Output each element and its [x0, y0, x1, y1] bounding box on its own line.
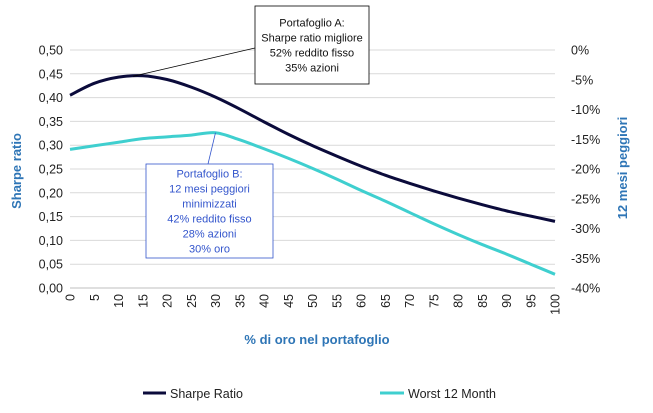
right-y-tick-labels: 0% -5% -10% -15% -20% -25% -30% -35% -40%	[571, 44, 600, 296]
right-y-tick-label: -5%	[571, 73, 593, 87]
left-y-tick-label: 0,05	[39, 258, 63, 272]
x-tick-label: 55	[330, 294, 344, 308]
annotation-b-box	[145, 163, 274, 259]
x-tick-label: 45	[282, 294, 296, 308]
left-y-tick-label: 0,40	[39, 91, 63, 105]
right-y-tick-label: -40%	[571, 282, 600, 296]
x-tick-label: 95	[524, 294, 538, 308]
annotation-b-line: 30% oro	[189, 244, 230, 256]
annotation-a-leader	[132, 47, 256, 77]
x-axis-title: % di oro nel portafoglio	[244, 332, 389, 347]
left-y-axis-title: Sharpe ratio	[9, 133, 24, 209]
annotation-b-line: 28% azioni	[183, 229, 237, 241]
x-tick-label: 85	[476, 294, 490, 308]
right-y-tick-label: -30%	[571, 222, 600, 236]
x-tick-label: 50	[306, 294, 320, 308]
annotation-b-line: 42% reddito fisso	[167, 214, 251, 226]
x-tick-label: 5	[88, 294, 102, 301]
left-y-tick-label: 0,30	[39, 139, 63, 153]
annotations: Portafoglio A: Sharpe ratio migliore 52% r…	[132, 5, 370, 259]
x-tick-label: 65	[379, 294, 393, 308]
annotation-a-box	[254, 5, 370, 85]
right-y-tick-label: -35%	[571, 252, 600, 266]
x-tick-label: 100	[549, 294, 563, 315]
annotation-b-line: minimizzati	[182, 199, 236, 211]
left-y-tick-labels: 0,00 0,05 0,10 0,15 0,20 0,25 0,30 0,35 0,40 0,45…	[39, 44, 63, 296]
right-y-tick-label: 0%	[571, 44, 589, 58]
left-y-tick-label: 0,00	[39, 282, 63, 296]
left-y-tick-label: 0,25	[39, 163, 63, 177]
x-tick-label: 20	[161, 294, 175, 308]
legend-item-worst[interactable]: Worst 12 Month	[380, 387, 496, 401]
annotation-b: Portafoglio B: 12 mesi peggiori minimizzat…	[145, 132, 274, 259]
x-tick-label: 25	[185, 294, 199, 308]
x-tick-label: 35	[233, 294, 247, 308]
x-tick-label: 70	[403, 294, 417, 308]
annotation-a-line: 35% azioni	[285, 63, 339, 75]
legend-label-sharpe: Sharpe Ratio	[170, 387, 243, 401]
x-tick-label: 30	[209, 294, 223, 308]
left-y-tick-label: 0,50	[39, 44, 63, 58]
annotation-b-leader	[207, 132, 216, 165]
left-y-tick-label: 0,45	[39, 67, 63, 81]
left-y-tick-label: 0,10	[39, 234, 63, 248]
right-y-tick-label: -25%	[571, 192, 600, 206]
left-y-tick-label: 0,20	[39, 186, 63, 200]
left-y-tick-label: 0,15	[39, 210, 63, 224]
annotation-b-line: 12 mesi peggiori	[169, 184, 250, 196]
annotation-a-line: 52% reddito fisso	[270, 48, 354, 60]
x-tick-label: 40	[258, 294, 272, 308]
series-line-sharpe	[69, 74, 556, 223]
right-y-tick-label: -15%	[571, 133, 600, 147]
x-tick-label: 60	[355, 294, 369, 308]
x-tick-label: 10	[112, 294, 126, 308]
x-tick-label: 15	[136, 294, 150, 308]
x-tick-labels: 0 5 10 15 20 25 30 35 40 45 50 55 60 65 70 75 80 85 90 95 10…	[64, 294, 563, 315]
left-y-tick-label: 0,35	[39, 115, 63, 129]
series-line-worst	[69, 131, 556, 276]
annotation-a-line: Portafoglio A:	[279, 18, 344, 30]
x-tick-label: 80	[452, 294, 466, 308]
annotation-a: Portafoglio A: Sharpe ratio migliore 52% r…	[132, 5, 370, 85]
x-tick-label: 75	[427, 294, 441, 308]
x-tick-label: 0	[64, 294, 78, 301]
series-layer	[69, 74, 556, 276]
legend-item-sharpe[interactable]: Sharpe Ratio	[143, 387, 243, 401]
annotation-b-line: Portafoglio B:	[176, 169, 242, 181]
legend: Sharpe Ratio Worst 12 Month	[143, 387, 496, 401]
right-y-axis-title: 12 mesi peggiori	[615, 117, 630, 220]
legend-label-worst: Worst 12 Month	[408, 387, 496, 401]
right-y-tick-label: -10%	[571, 103, 600, 117]
right-y-tick-label: -20%	[571, 163, 600, 177]
x-tick-label: 90	[500, 294, 514, 308]
annotation-a-line: Sharpe ratio migliore	[261, 33, 363, 45]
